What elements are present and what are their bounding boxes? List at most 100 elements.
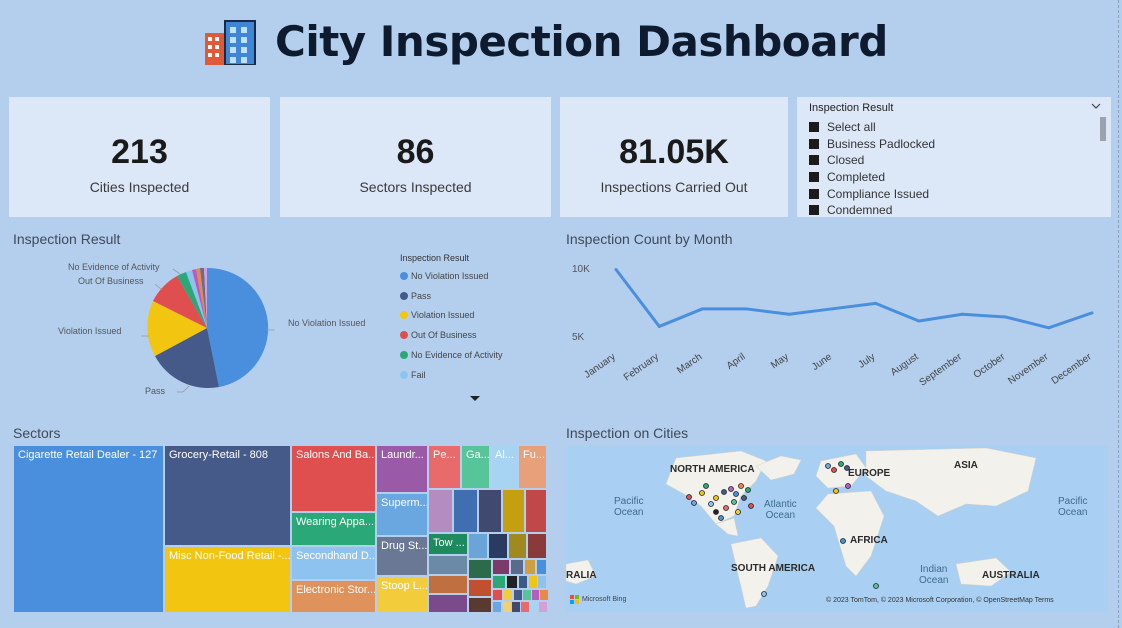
treemap-tile[interactable] [428, 489, 453, 533]
slicer-option[interactable]: Completed [809, 169, 935, 186]
pie-slice-fail[interactable] [186, 270, 207, 328]
treemap-tile[interactable]: Drug St... [376, 536, 428, 576]
legend-item[interactable]: Pass [400, 286, 503, 306]
page-edge [1118, 0, 1122, 628]
slicer-option[interactable]: Closed [809, 152, 935, 169]
treemap-tile[interactable] [527, 533, 547, 559]
treemap-tile[interactable] [510, 559, 524, 575]
legend-scroll-down-icon[interactable] [469, 395, 481, 403]
treemap-tile[interactable]: Ga... [461, 445, 490, 489]
treemap-tile[interactable]: Fu... [518, 445, 547, 489]
treemap-tile[interactable]: Pe... [428, 445, 461, 489]
pie-slice-no-evidence[interactable] [177, 272, 207, 328]
cities-map[interactable]: NORTH AMERICA EUROPE ASIA AFRICA SOUTH A… [566, 446, 1108, 612]
legend-item[interactable]: No Evidence of Activity [400, 345, 503, 365]
treemap-tile[interactable] [536, 559, 547, 575]
slicer-option[interactable]: Condemned [809, 202, 935, 219]
treemap-tile[interactable] [503, 589, 513, 601]
continent-label: SOUTH AMERICA [731, 563, 816, 574]
treemap-tile[interactable]: Grocery-Retail - 808 [164, 445, 291, 546]
data-point[interactable] [1003, 315, 1007, 319]
checkbox[interactable] [809, 188, 819, 199]
data-point[interactable] [744, 307, 748, 311]
data-point[interactable] [1047, 326, 1051, 330]
treemap-tile[interactable]: Tow ... [428, 533, 468, 555]
treemap-tile[interactable] [502, 489, 525, 533]
series-line[interactable] [614, 268, 1093, 330]
treemap-tile[interactable] [428, 575, 468, 594]
treemap-tile[interactable] [537, 575, 547, 589]
x-tick-label: June [810, 351, 834, 373]
treemap-tile[interactable]: Secondhand D... [291, 546, 376, 580]
treemap-tile[interactable] [453, 489, 478, 533]
data-point[interactable] [917, 319, 921, 323]
treemap-tile[interactable] [492, 589, 503, 601]
pie-slice-violation[interactable] [147, 301, 207, 356]
pie-slice-other[interactable] [204, 267, 207, 328]
kpi-card-sectors: 86 Sectors Inspected [280, 97, 551, 217]
chevron-down-icon[interactable] [1091, 102, 1101, 110]
treemap-tile[interactable] [538, 601, 548, 613]
treemap-tile[interactable] [492, 601, 502, 613]
kpi-label: Inspections Carried Out [600, 179, 748, 195]
treemap-tile[interactable] [428, 555, 468, 575]
treemap-tile[interactable] [468, 533, 488, 559]
legend-item[interactable]: Out Of Business [400, 325, 503, 345]
data-point[interactable] [1090, 311, 1094, 315]
slicer-option[interactable]: Business Padlocked [809, 136, 935, 153]
slicer-scrollbar[interactable] [1100, 117, 1106, 141]
treemap-tile[interactable] [468, 597, 492, 613]
treemap-tile[interactable]: Stoop L... [376, 576, 428, 613]
pie-slice-other[interactable] [196, 268, 207, 328]
pie-slice-pass[interactable] [155, 328, 219, 389]
pie-slice-no-violation[interactable] [207, 267, 269, 387]
checkbox[interactable] [809, 122, 819, 133]
treemap-tile[interactable]: Misc Non-Food Retail -... [164, 546, 291, 613]
treemap-tile[interactable] [468, 579, 492, 597]
data-point[interactable] [787, 312, 791, 316]
treemap-tile[interactable]: Cigarette Retail Dealer - 127 [13, 445, 164, 613]
data-point[interactable] [830, 307, 834, 311]
pie-slice-other[interactable] [192, 269, 207, 328]
legend-item[interactable]: Violation Issued [400, 306, 503, 326]
continent-label: AFRICA [850, 535, 888, 546]
treemap-tile[interactable] [518, 575, 528, 589]
data-point[interactable] [614, 267, 618, 271]
slicer-list: Select all Business Padlocked Closed Com… [809, 119, 935, 219]
checkbox[interactable] [809, 205, 819, 216]
treemap-tile[interactable] [492, 575, 506, 589]
treemap-tile[interactable] [539, 589, 549, 601]
legend-item[interactable]: Fail [400, 365, 503, 385]
checkbox[interactable] [809, 155, 819, 166]
treemap-tile[interactable] [525, 489, 547, 533]
data-point[interactable] [874, 301, 878, 305]
treemap-tile[interactable] [488, 533, 508, 559]
treemap-tile[interactable]: Superm... [376, 493, 428, 536]
data-point[interactable] [960, 312, 964, 316]
treemap-tile[interactable]: Laundr... [376, 445, 428, 493]
treemap-tile[interactable] [506, 575, 518, 589]
inspection-result-slicer[interactable]: Inspection Result Select all Business Pa… [797, 97, 1111, 217]
legend-item[interactable]: No Violation Issued [400, 266, 503, 286]
ocean-label: Pacific Ocean [614, 496, 644, 518]
treemap-tile[interactable] [508, 533, 527, 559]
pie-slice-other[interactable] [200, 267, 207, 328]
treemap-tile[interactable]: Al... [490, 445, 518, 489]
map-attribution[interactable]: © 2023 TomTom, © 2023 Microsoft Corporat… [826, 597, 1054, 604]
treemap-tile[interactable] [468, 559, 492, 579]
treemap-tile[interactable] [492, 559, 510, 575]
slicer-option[interactable]: Compliance Issued [809, 185, 935, 202]
treemap-tile[interactable] [524, 559, 536, 575]
treemap-tile[interactable]: Wearing Appa... [291, 512, 376, 546]
treemap-tile[interactable]: Salons And Ba... [291, 445, 376, 512]
checkbox[interactable] [809, 138, 819, 149]
data-point[interactable] [701, 307, 705, 311]
treemap-tile[interactable] [478, 489, 502, 533]
data-point[interactable] [657, 324, 661, 328]
pie-slice-out-of-business[interactable] [153, 276, 207, 328]
world-map-landmass [566, 447, 1037, 609]
treemap-tile[interactable]: Electronic Stor... [291, 580, 376, 613]
checkbox[interactable] [809, 172, 819, 183]
slicer-option[interactable]: Select all [809, 119, 935, 136]
treemap-tile[interactable] [428, 594, 468, 613]
